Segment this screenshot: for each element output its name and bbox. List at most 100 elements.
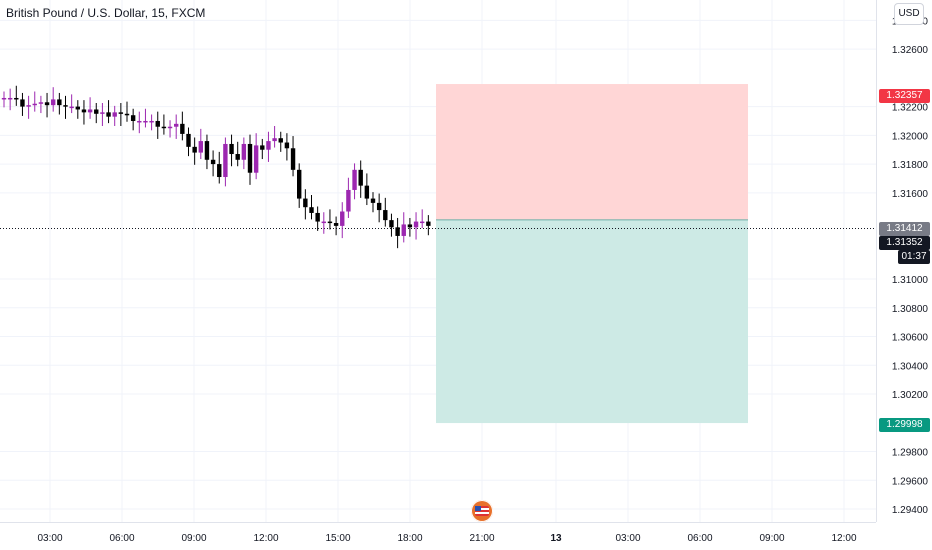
price-label: 1.31800 (892, 160, 929, 171)
price-label: 1.29400 (892, 505, 929, 516)
candle-body (1, 97, 7, 100)
candle-body (321, 221, 326, 224)
candle-body (118, 112, 124, 114)
time-axis: 03:00 06:00 09:00 12:00 15:00 18:00 21:00 13 03:… (37, 533, 856, 544)
candle-body (223, 143, 228, 178)
candle-body (413, 221, 419, 228)
candle-body (38, 102, 44, 104)
time-label: 06:00 (687, 533, 712, 544)
bar-countdown-tag: 01:37 (898, 250, 930, 264)
price-label: 1.30400 (892, 361, 929, 372)
time-label: 03:00 (615, 533, 640, 544)
price-label: 1.30200 (892, 390, 929, 401)
time-label: 06:00 (109, 533, 134, 544)
price-axis: 1.328001.326001.322001.320001.318001.316… (892, 16, 929, 516)
candle-body (370, 198, 376, 203)
candle-body (112, 112, 117, 117)
price-label: 1.29800 (892, 448, 929, 459)
candle-body (14, 97, 19, 100)
candle-body (247, 143, 253, 173)
candle-body (284, 142, 290, 149)
us-flag-badge-icon[interactable] (471, 500, 493, 522)
candle-body (376, 202, 382, 211)
currency-button[interactable]: USD (894, 3, 924, 25)
candle-body (364, 185, 370, 199)
candle-body (106, 112, 111, 117)
candle-body (192, 146, 197, 153)
last-price-tag: 1.31352 (879, 236, 930, 250)
candle-body (174, 123, 179, 127)
price-label: 1.31000 (892, 275, 929, 286)
candle-body (124, 113, 130, 116)
candle-body (69, 106, 74, 109)
take-profit-zone (436, 219, 748, 424)
candle-body (130, 115, 136, 121)
candle-body (333, 223, 339, 226)
candle-body (167, 126, 173, 129)
time-label: 03:00 (37, 533, 62, 544)
candle-body (426, 221, 431, 226)
candle-body (278, 138, 283, 143)
price-label: 1.32600 (892, 45, 929, 56)
price-label: 1.32000 (892, 131, 929, 142)
candle-body (253, 145, 259, 173)
candle-body (401, 224, 406, 236)
candle-body (26, 105, 31, 107)
price-label: 1.31600 (892, 189, 929, 200)
candle-body (272, 138, 277, 142)
candle-body (297, 169, 302, 199)
time-label: 12:00 (253, 533, 278, 544)
time-label: 09:00 (759, 533, 784, 544)
candle-body (155, 120, 160, 127)
candle-body (20, 99, 25, 107)
time-label: 21:00 (469, 533, 494, 544)
candle-body (75, 106, 80, 110)
candle-body (143, 120, 148, 123)
candle-body (327, 221, 333, 224)
candle-body (303, 198, 308, 208)
candle-body (235, 154, 240, 160)
price-label: 1.30600 (892, 333, 929, 344)
candle-body (186, 133, 191, 147)
price-label: 1.30800 (892, 304, 929, 315)
stop-loss-price-tag: 1.32357 (879, 89, 930, 103)
candle-body (340, 211, 345, 226)
take-profit-price-tag: 1.29998 (879, 418, 930, 432)
candle-body (229, 143, 234, 155)
candle-body (346, 189, 351, 212)
time-label: 12:00 (831, 533, 856, 544)
candle-body (57, 99, 62, 106)
candle-body (44, 102, 50, 106)
candle-body (395, 227, 400, 236)
candle-body (358, 169, 363, 186)
time-label: 18:00 (397, 533, 422, 544)
candle-body (100, 112, 105, 114)
candle-body (266, 141, 271, 150)
time-label: 15:00 (325, 533, 350, 544)
position-zones[interactable] (0, 84, 876, 424)
candle-body (180, 123, 185, 134)
candle-body (352, 169, 357, 190)
candle-body (7, 97, 13, 100)
candle-body (63, 105, 68, 107)
candle-body (389, 220, 394, 228)
price-label: 1.29600 (892, 476, 929, 487)
candle-body (407, 224, 413, 228)
price-label: 1.32200 (892, 103, 929, 114)
candle-body (87, 109, 93, 113)
time-label: 13 (550, 533, 562, 544)
candle-body (217, 164, 222, 178)
candle-body (260, 145, 265, 150)
entry-price-tag: 1.31412 (879, 222, 930, 236)
candle-body (420, 221, 425, 224)
candle-body (51, 99, 56, 106)
candle-body (149, 120, 154, 123)
candle-body (198, 141, 203, 153)
candle-body (161, 126, 167, 129)
candle-body (210, 159, 216, 165)
stop-loss-zone (436, 84, 748, 220)
candle-body (137, 120, 142, 123)
candle-body (309, 207, 314, 213)
candle-body (94, 109, 99, 114)
